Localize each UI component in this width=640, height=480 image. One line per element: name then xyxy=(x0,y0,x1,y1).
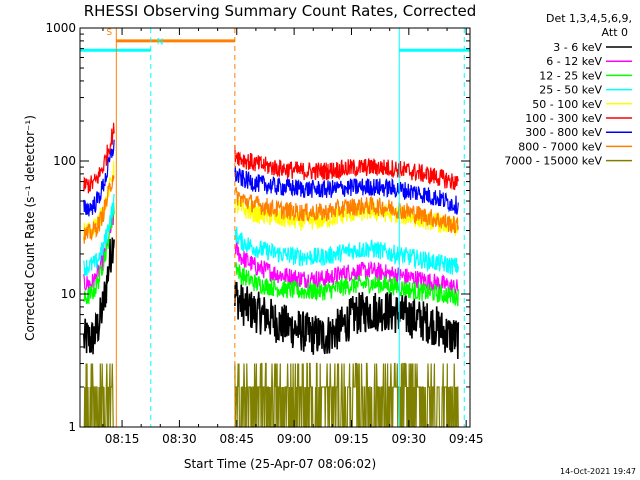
series-line-12-25-seg2 xyxy=(234,262,459,307)
x-tick-label: 08:45 xyxy=(219,432,254,446)
series-line-800-7000-seg1 xyxy=(83,175,115,244)
footer-timestamp: 14-Oct-2021 19:47 xyxy=(560,467,636,476)
series-line-50-100-seg1 xyxy=(83,161,115,237)
flag-label-n: N xyxy=(157,37,164,47)
series-line-25-50-seg1 xyxy=(83,193,115,277)
series-line-25-50-seg2 xyxy=(234,226,459,275)
series-line-300-800-seg1 xyxy=(83,139,115,217)
x-tick-label: 09:45 xyxy=(449,432,484,446)
flag-bars-group: SN xyxy=(80,28,470,52)
y-tick-label: 1000 xyxy=(45,21,76,35)
legend-label: 6 - 12 keV xyxy=(546,55,602,68)
legend-label: 100 - 300 keV xyxy=(525,112,602,125)
series-line-3-6-seg1 xyxy=(83,237,115,355)
y-tick-label: 10 xyxy=(61,287,76,301)
legend-label: 3 - 6 keV xyxy=(553,41,602,54)
chart-title: RHESSI Observing Summary Count Rates, Co… xyxy=(84,2,477,20)
x-tick-label: 08:15 xyxy=(105,432,140,446)
y-tick-label: 100 xyxy=(53,154,76,168)
data-series-group xyxy=(83,122,460,428)
x-axis: 08:15 08:30 08:45 09:00 09:15 09:30 09:45 xyxy=(102,28,484,446)
flag-label-s: S xyxy=(106,28,112,38)
series-line-12-25-seg1 xyxy=(83,202,115,304)
legend-label: 50 - 100 keV xyxy=(532,98,602,111)
x-tick-label: 09:30 xyxy=(392,432,427,446)
legend-label: 7000 - 15000 keV xyxy=(504,155,602,168)
series-line-3-6-seg2 xyxy=(234,281,460,360)
legend-label: 300 - 800 keV xyxy=(525,126,602,139)
x-tick-label: 08:30 xyxy=(162,432,197,446)
marker-lines-group xyxy=(115,28,465,427)
legend-label: 12 - 25 keV xyxy=(539,69,602,82)
series-line-100-300-seg1 xyxy=(83,122,115,194)
x-axis-label: Start Time (25-Apr-07 08:06:02) xyxy=(184,457,376,471)
y-tick-label: 1 xyxy=(68,420,76,434)
legend-header-line-2: Att 0 xyxy=(602,26,628,39)
legend-label: 25 - 50 keV xyxy=(539,84,602,97)
series-line-800-7000-seg2 xyxy=(234,186,459,234)
x-tick-label: 09:15 xyxy=(334,432,369,446)
legend-header-line-1: Det 1,3,4,5,6,9, xyxy=(546,12,632,25)
legend-label: 800 - 7000 keV xyxy=(518,140,602,153)
x-tick-label: 09:00 xyxy=(277,432,312,446)
y-axis: 1 10 100 1000 xyxy=(45,21,470,434)
y-axis-label: Corrected Count Rate (s⁻¹ detector⁻¹) xyxy=(23,115,37,341)
series-line-300-800-seg2 xyxy=(234,166,459,215)
series-line-100-300-seg2 xyxy=(234,144,459,190)
